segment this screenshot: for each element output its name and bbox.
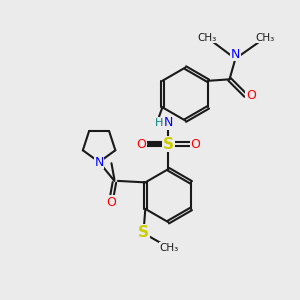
Text: S: S xyxy=(163,136,174,152)
Text: N: N xyxy=(164,116,173,129)
Text: O: O xyxy=(106,196,116,208)
Text: S: S xyxy=(138,225,149,240)
Text: CH₃: CH₃ xyxy=(198,32,217,43)
Text: O: O xyxy=(136,138,146,151)
Text: N: N xyxy=(231,48,240,61)
Text: O: O xyxy=(246,89,256,102)
Text: O: O xyxy=(190,138,200,151)
Text: CH₃: CH₃ xyxy=(160,243,179,253)
Text: H: H xyxy=(155,118,164,128)
Text: CH₃: CH₃ xyxy=(255,32,274,43)
Text: N: N xyxy=(94,156,104,169)
